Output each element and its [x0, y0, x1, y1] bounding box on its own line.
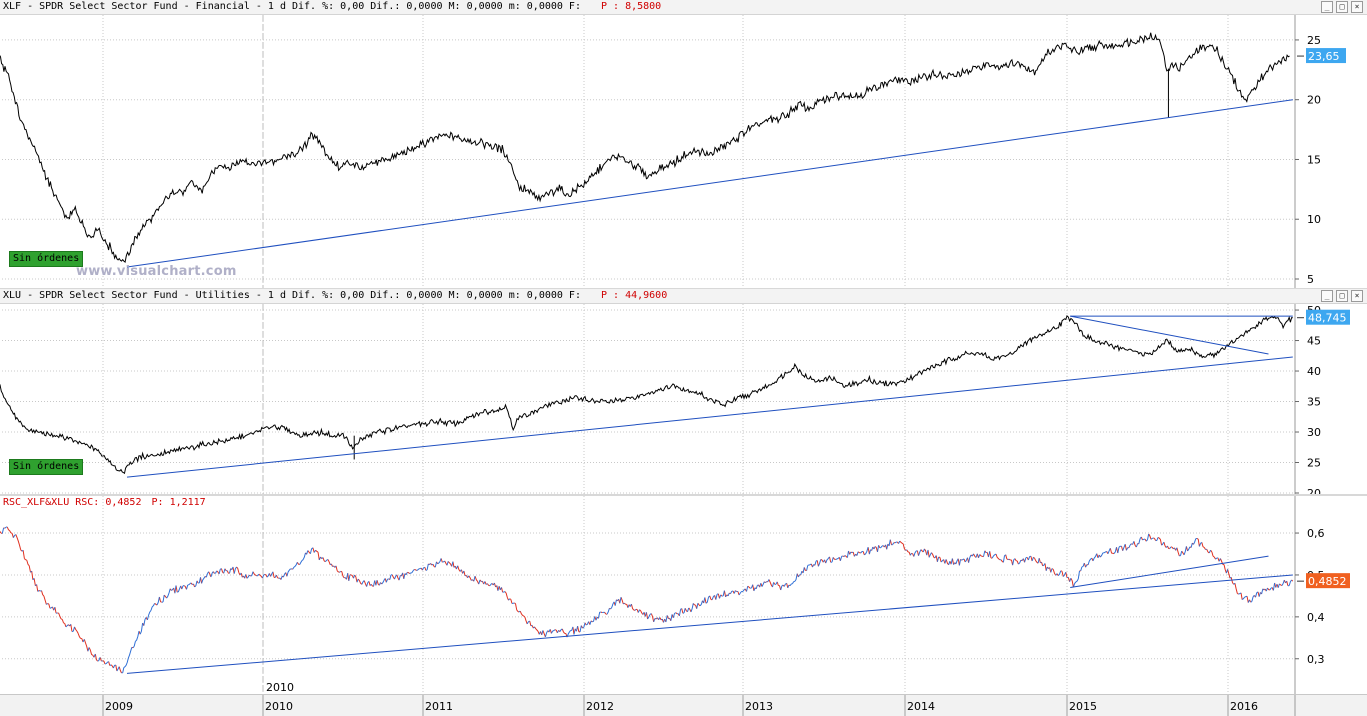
xlu-header-title: XLU - SPDR Select Sector Fund - Utilitie… [3, 290, 581, 301]
price-series [0, 315, 1293, 475]
rsc-header-p-value: P: 1,2117 [151, 497, 206, 508]
y-tick-label: 20 [1307, 94, 1321, 107]
trendline [126, 99, 1293, 268]
close-button[interactable]: × [1351, 290, 1363, 302]
xlf-header-title: XLF - SPDR Select Sector Fund - Financia… [3, 1, 581, 12]
y-axis-area [1295, 304, 1367, 495]
x-axis: 2009 2010 2011 2012 2013 2014 2015 2016 [102, 695, 1296, 716]
y-tick-label: 40 [1307, 365, 1321, 378]
xlu-header: XLU - SPDR Select Sector Fund - Utilitie… [0, 289, 1367, 304]
close-button[interactable]: × [1351, 1, 1363, 13]
xlf-panel: XLF - SPDR Select Sector Fund - Financia… [0, 0, 1367, 289]
last-value-label: 0,4852 [1308, 575, 1347, 588]
xlu-orders-badge[interactable]: Sin órdenes [9, 459, 84, 475]
price-series [0, 32, 1290, 264]
last-value-box [1306, 573, 1350, 589]
y-tick-label: 5 [1307, 273, 1314, 286]
xlf-header-p-value: P : 8,5800 [601, 1, 662, 12]
trendline [126, 356, 1293, 478]
panel-divider[interactable] [0, 494, 1367, 497]
xlf-chart[interactable]: 5 10 15 20 25 23,65 [0, 15, 1367, 289]
window-controls: _ □ × [1321, 1, 1363, 13]
last-value-label: 48,745 [1308, 312, 1347, 325]
y-tick-label: 0,3 [1307, 653, 1325, 666]
rsc-series-up [1, 526, 1293, 674]
trendline [126, 574, 1293, 674]
minimize-button[interactable]: _ [1321, 290, 1333, 302]
y-tick-label: 0,4 [1307, 611, 1325, 624]
y-tick-label: 45 [1307, 335, 1321, 348]
maximize-button[interactable]: □ [1336, 1, 1348, 13]
rsc-header-title: RSC_XLF&XLU RSC: 0,4852 [3, 497, 142, 508]
rsc-series-down [0, 526, 1294, 674]
rsc-header: RSC_XLF&XLU RSC: 0,4852 P: 1,2117 [0, 496, 1367, 510]
y-axis-area [1295, 496, 1367, 694]
x-tick-label: 2015 [1069, 700, 1097, 713]
last-value-box [1306, 48, 1346, 64]
y-tick-label: 10 [1307, 213, 1321, 226]
cursor-label-box [264, 680, 294, 693]
trendline [1070, 555, 1269, 589]
x-tick-label: 2011 [425, 700, 453, 713]
xlf-header: XLF - SPDR Select Sector Fund - Financia… [0, 0, 1367, 15]
x-tick-label: 2009 [105, 700, 133, 713]
watermark: www.visualchart.com [76, 264, 237, 279]
x-axis-bar: 2009 2010 2011 2012 2013 2014 2015 2016 [0, 694, 1367, 716]
window-controls: _ □ × [1321, 290, 1363, 302]
xlu-header-p-value: P : 44,9600 [601, 290, 668, 301]
last-value-box [1306, 309, 1350, 325]
y-tick-label: 25 [1307, 34, 1321, 47]
xlu-chart[interactable]: 2025303540455048,745 [0, 304, 1367, 495]
x-tick-label: 2010 [265, 700, 293, 713]
y-tick-label: 30 [1307, 426, 1321, 439]
last-value-label: 23,65 [1308, 50, 1340, 63]
y-tick-label: 0,6 [1307, 527, 1325, 540]
y-tick-label: 25 [1307, 457, 1321, 470]
cursor-year-label: 2010 [266, 681, 294, 694]
trendline [1070, 315, 1269, 355]
xlu-panel: XLU - SPDR Select Sector Fund - Utilitie… [0, 289, 1367, 495]
x-tick-label: 2016 [1230, 700, 1258, 713]
xlf-orders-badge[interactable]: Sin órdenes [9, 251, 84, 267]
minimize-button[interactable]: _ [1321, 1, 1333, 13]
y-tick-label: 15 [1307, 153, 1321, 166]
y-tick-label: 35 [1307, 396, 1321, 409]
x-tick-label: 2014 [907, 700, 935, 713]
y-tick-label: 20 [1307, 487, 1321, 495]
x-tick-label: 2013 [745, 700, 773, 713]
x-tick-label: 2012 [586, 700, 614, 713]
rsc-panel: RSC_XLF&XLU RSC: 0,4852 P: 1,2117 0,3 0,4… [0, 496, 1367, 694]
maximize-button[interactable]: □ [1336, 290, 1348, 302]
